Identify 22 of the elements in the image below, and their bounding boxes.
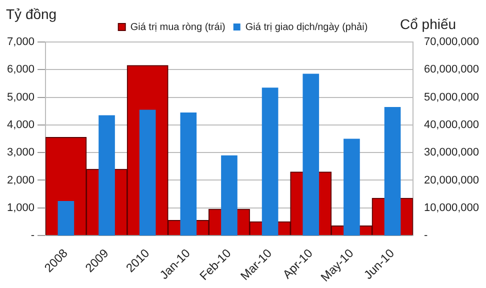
y-tick-label: 2,000 [6,174,35,186]
legend-label: Giá trị mua ròng (trái) [130,22,226,33]
y2-tick-label: - [424,230,428,242]
y2-tick-label: 30,000,000 [424,146,480,159]
y2-tick-label: 10,000,000 [424,202,480,214]
y-tick-label: 5,000 [6,91,35,104]
y-tick-label: 6,000 [6,64,35,76]
y-tick-label: 4,000 [6,118,35,131]
y2-tick-label: 20,000,000 [424,174,480,186]
y2-tick-label: 70,000,000 [424,36,480,48]
y2-tick-label: 40,000,000 [424,118,480,131]
y-tick-label: 3,000 [6,146,35,159]
y2-tick-label: 60,000,000 [424,64,480,76]
y-tick-label: 1,000 [6,202,35,214]
y-tick-label: 7,000 [6,36,35,48]
y-tick-label: - [30,230,35,242]
bar [58,200,74,236]
y2-tick-label: 50,000,000 [424,91,480,104]
y2-axis-title: Cổ phiếu [400,16,456,32]
y-axis-title: Tỷ đồng [6,6,57,22]
legend-label: Giá trị giao dịch/ngày (phải) [245,22,368,33]
bar [139,110,156,236]
